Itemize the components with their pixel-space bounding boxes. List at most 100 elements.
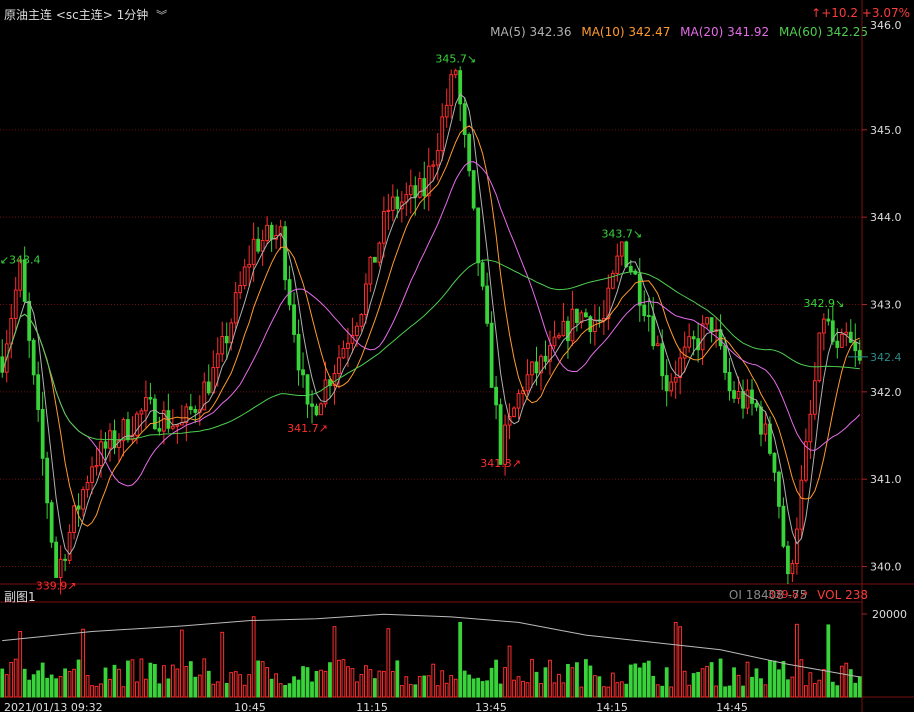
volume-bar — [287, 683, 292, 698]
volume-bar — [381, 670, 386, 698]
extreme-annotation: 341.7↗ — [287, 422, 328, 435]
volume-bar — [9, 661, 14, 698]
volume-bar — [705, 665, 710, 698]
candle-body — [543, 355, 548, 362]
volume-bar — [368, 669, 373, 698]
candle-body — [642, 304, 647, 317]
volume-bar — [579, 686, 584, 698]
instrument-code: <sc主连> — [55, 8, 113, 22]
candle-body — [453, 70, 458, 76]
price-change: ↑+10.2 +3.07% — [811, 6, 910, 20]
volume-bar — [830, 681, 835, 698]
double-chevron-down-icon[interactable]: ︾ — [156, 9, 168, 22]
candle-body — [498, 404, 503, 465]
sub-panel-title[interactable]: 副图1 — [4, 590, 36, 604]
candle-body — [157, 428, 162, 432]
volume-bar — [516, 676, 521, 698]
candle-body — [319, 403, 323, 416]
candle-body — [516, 393, 521, 409]
extreme-annotation: ↙343.4 — [0, 254, 41, 267]
candle-body — [328, 379, 332, 387]
candle-body — [678, 357, 683, 379]
candle-body — [386, 209, 391, 212]
volume-bar — [539, 683, 543, 698]
volume-bar — [40, 662, 45, 698]
volume-bar — [355, 681, 359, 698]
volume-bar — [233, 671, 238, 698]
volume-bar — [673, 621, 678, 698]
volume-bar — [166, 678, 171, 698]
volume-bar — [552, 682, 557, 698]
volume-bar — [646, 660, 651, 698]
volume-bar — [754, 668, 759, 698]
candle-body — [395, 196, 400, 210]
volume-bar — [188, 661, 193, 698]
candle-body — [548, 345, 552, 362]
candle-body — [467, 134, 472, 172]
volume-bar — [449, 675, 454, 698]
volume-bar — [651, 675, 656, 698]
volume-bar — [763, 684, 768, 698]
volume-bar — [399, 685, 404, 698]
candle-body — [85, 482, 90, 491]
volume-bar — [691, 673, 696, 698]
candle-body — [660, 343, 665, 377]
ma10-label: MA(10) 342.47 — [581, 25, 671, 39]
volume-bar — [22, 668, 27, 698]
candle-body — [817, 332, 822, 382]
volume-bar — [310, 681, 314, 698]
volume-bar — [772, 660, 777, 698]
candle-body — [103, 441, 108, 449]
volume-bar — [202, 658, 207, 698]
volume-bar — [170, 664, 175, 698]
volume-bar — [687, 684, 692, 698]
period-label[interactable]: 1分钟 — [116, 8, 149, 22]
volume-bar — [323, 670, 328, 698]
candle-body — [188, 406, 193, 411]
volume-bar — [372, 678, 377, 698]
candle-body — [170, 425, 175, 429]
candle-body — [619, 241, 624, 257]
volume-bar — [292, 676, 296, 698]
candle-body — [624, 241, 629, 268]
volume-bar — [193, 676, 198, 698]
candle-body — [278, 226, 283, 236]
candle-body — [750, 389, 754, 404]
candle-body — [826, 318, 831, 322]
volume-bar — [341, 659, 346, 698]
candle-body — [588, 316, 593, 333]
candle-body — [844, 331, 849, 335]
candle-body — [566, 320, 570, 342]
candle-body — [305, 374, 310, 405]
candle-body — [759, 406, 763, 435]
volume-bar — [49, 674, 54, 698]
volume-bar — [521, 680, 525, 698]
volume-bar — [660, 685, 665, 698]
candle-body — [530, 361, 534, 376]
candle-body — [377, 242, 382, 263]
candle-body — [570, 308, 575, 342]
volume-bar — [72, 668, 76, 698]
candle-body — [13, 289, 18, 319]
candle-body — [292, 304, 296, 335]
candle-body — [610, 272, 615, 289]
volume-bar — [269, 678, 274, 698]
volume-bar — [844, 662, 849, 698]
volume-bar — [723, 686, 727, 698]
candle-body — [664, 375, 669, 392]
volume-bar — [453, 678, 458, 698]
candle-body — [557, 335, 561, 338]
candle-body — [803, 441, 808, 481]
volume-bar — [628, 664, 633, 698]
candle-body — [296, 333, 301, 371]
volume-bar — [76, 659, 81, 698]
volume-bar — [619, 681, 624, 698]
ma60-line — [1, 259, 860, 441]
volume-bar — [328, 662, 332, 698]
candle-body — [152, 398, 157, 430]
volume-bar — [732, 667, 736, 698]
volume-bar — [462, 670, 467, 698]
candle-body — [723, 345, 727, 373]
y-tick-label: 345.0 — [870, 124, 902, 137]
